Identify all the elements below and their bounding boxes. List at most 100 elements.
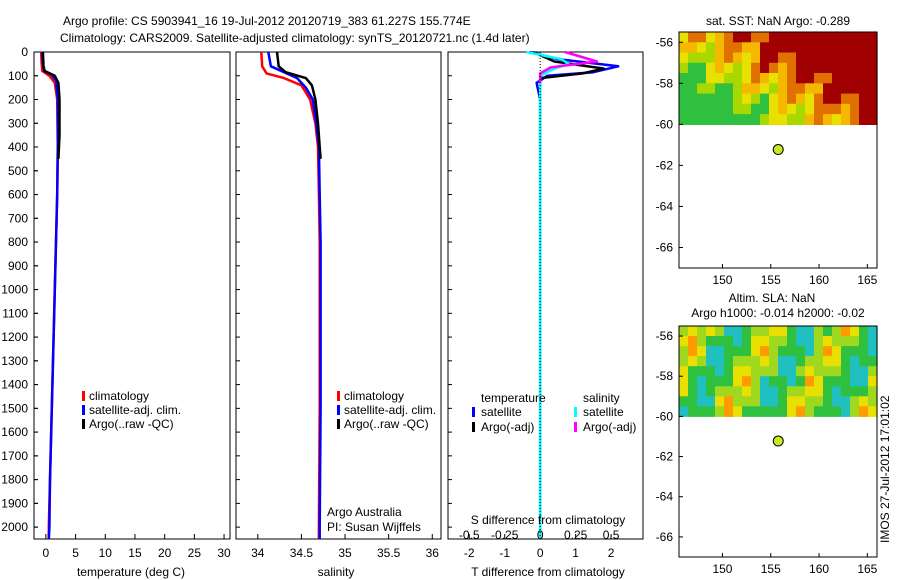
figure-title-line2: Climatology: CARS2009. Satellite-adjuste… (60, 31, 530, 45)
legend-label: satellite-adj. clim. (89, 403, 181, 417)
sla-heatmap-cell (832, 396, 842, 407)
difference-panel-frame (447, 51, 644, 540)
sla-heatmap-cell (778, 386, 788, 397)
sla-heatmap-cell (706, 356, 716, 367)
temperature-xtick-label: 15 (128, 546, 142, 560)
sla-heatmap-cell (796, 386, 806, 397)
sla-heatmap-cell (832, 406, 842, 417)
sst-heatmap-cell (859, 42, 869, 54)
sst-heatmap-cell (805, 93, 815, 105)
sst-heatmap-cell (706, 114, 716, 125)
sst-ytick-label: -62 (656, 158, 674, 172)
sst-heatmap-cell (823, 114, 833, 125)
sla-heatmap-cell (688, 346, 698, 357)
sst-heatmap-cell (688, 83, 698, 95)
sla-heatmap-cell (850, 366, 860, 377)
sla-heatmap-cell (715, 406, 725, 417)
sla-heatmap-cell (787, 386, 797, 397)
sst-heatmap-cell (868, 42, 878, 54)
sst-heatmap-cell (688, 52, 698, 64)
sst-heatmap-cell (814, 62, 824, 74)
sla-heatmap-cell (715, 386, 725, 397)
sla-heatmap-cell (688, 356, 698, 367)
sla-heatmap-cell (823, 356, 833, 367)
sla-heatmap-cell (679, 376, 689, 387)
sst-heatmap-cell (778, 32, 788, 43)
sla-heatmap-cell (760, 406, 770, 417)
sst-heatmap-cell (868, 83, 878, 95)
depth-tick-label: 500 (8, 164, 28, 178)
sst-heatmap-cell (769, 73, 779, 84)
sst-heatmap-cell (850, 83, 860, 95)
sla-xtick-label: 165 (857, 562, 877, 576)
sst-heatmap-cell (688, 73, 698, 84)
sst-heatmap-cell (814, 32, 824, 43)
sst-heatmap-cell (823, 62, 833, 74)
sla-heatmap-cell (769, 396, 779, 407)
sla-heatmap-cell (787, 406, 797, 417)
sst-heatmap-cell (859, 52, 869, 64)
sla-map-title-line1: Altim. SLA: NaN (729, 291, 816, 305)
sla-heatmap-cell (841, 386, 851, 397)
sla-heatmap-cell (850, 386, 860, 397)
sla-heatmap-cell (823, 336, 833, 347)
sst-heatmap-cell (715, 93, 725, 105)
sst-heatmap-cell (805, 42, 815, 54)
sst-heatmap-cell (715, 114, 725, 125)
sla-heatmap-cell (706, 346, 716, 357)
sla-heatmap-cell (832, 386, 842, 397)
sst-heatmap-cell (787, 42, 797, 54)
sst-heatmap-cell (769, 103, 779, 115)
sla-heatmap-cell (688, 406, 698, 417)
sst-ytick-label: -64 (656, 199, 674, 213)
sla-heatmap-cell (751, 366, 761, 377)
sla-heatmap-cell (679, 366, 689, 377)
salinity-panel-frame (235, 51, 442, 540)
difference-series-line-2 (525, 50, 570, 539)
sst-heatmap-cell (823, 73, 833, 84)
depth-tick-label: 300 (8, 116, 28, 130)
sla-heatmap-cell (832, 366, 842, 377)
sla-heatmap-cell (832, 336, 842, 347)
sla-heatmap-cell (850, 346, 860, 357)
sla-heatmap-cell (760, 366, 770, 377)
sst-heatmap-cell (769, 114, 779, 125)
sla-heatmap-cell (697, 406, 707, 417)
sst-heatmap-cell (733, 83, 743, 95)
sla-heatmap-cell (697, 336, 707, 347)
sla-heatmap-cell (787, 376, 797, 387)
sst-heatmap-cell (796, 93, 806, 105)
sla-heatmap-cell (715, 336, 725, 347)
sla-heatmap-cell (751, 326, 761, 337)
sst-heatmap-cell (778, 62, 788, 74)
sst-heatmap-cell (859, 93, 869, 105)
sla-heatmap-cell (787, 346, 797, 357)
sst-heatmap-cell (805, 52, 815, 64)
sst-heatmap-cell (688, 42, 698, 54)
sst-heatmap-cell (751, 93, 761, 105)
sst-heatmap-cell (841, 114, 851, 125)
sla-heatmap-cell (814, 356, 824, 367)
sla-heatmap-cell (778, 336, 788, 347)
sst-heatmap-cell (850, 32, 860, 43)
sla-heatmap-cell (715, 356, 725, 367)
sla-heatmap-cell (733, 376, 743, 387)
sla-heatmap-cell (805, 386, 815, 397)
sla-heatmap-cell (706, 376, 716, 387)
sla-heatmap-cell (805, 406, 815, 417)
sst-heatmap-cell (751, 32, 761, 43)
sla-heatmap-cell (814, 336, 824, 347)
sla-heatmap-cell (859, 346, 869, 357)
depth-tick-label: 400 (8, 140, 28, 154)
sst-heatmap-cell (688, 103, 698, 115)
sst-heatmap-cell (760, 32, 770, 43)
sst-heatmap-cell (778, 93, 788, 105)
sla-heatmap-cell (742, 326, 752, 337)
sla-heatmap-cell (706, 396, 716, 407)
sst-heatmap-cell (796, 103, 806, 115)
sla-heatmap-cell (823, 396, 833, 407)
sla-heatmap-cell (814, 376, 824, 387)
sla-heatmap-cell (688, 386, 698, 397)
sst-heatmap-cell (814, 114, 824, 125)
sst-heatmap-cell (805, 73, 815, 84)
